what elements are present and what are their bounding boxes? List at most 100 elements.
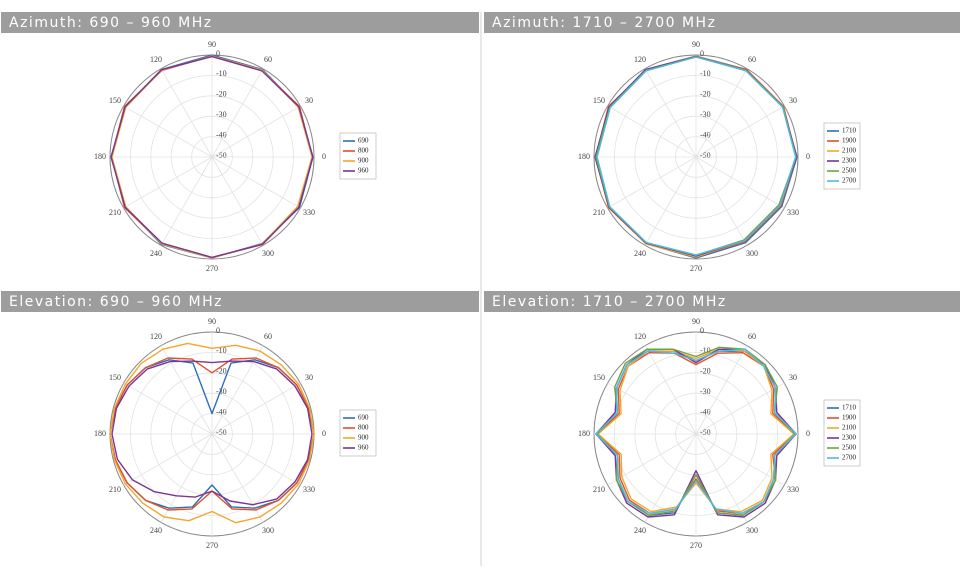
theta-tick-label: 210 [593, 208, 605, 217]
legend-label: 900 [358, 434, 369, 442]
theta-tick-label: 90 [208, 40, 216, 49]
legend-label: 960 [358, 444, 369, 452]
theta-tick-label: 330 [303, 485, 315, 494]
r-tick-label: 0 [216, 326, 220, 335]
theta-tick-label: 150 [109, 373, 121, 382]
theta-tick-label: 0 [806, 152, 810, 161]
theta-tick-label: 180 [578, 429, 590, 438]
pattern-line [595, 348, 797, 515]
grid-spoke [695, 156, 785, 209]
theta-tick-label: 150 [593, 373, 605, 382]
legend-label: 2700 [842, 177, 857, 185]
legend-label: 800 [358, 424, 369, 432]
grid-spoke [695, 156, 748, 246]
legend-label: 960 [358, 167, 369, 175]
legend-label: 1900 [842, 414, 857, 422]
r-tick-label: 0 [700, 326, 704, 335]
grid-spoke [695, 105, 785, 158]
theta-tick-label: 210 [593, 485, 605, 494]
grid-spoke [160, 156, 213, 246]
r-tick-label: -10 [700, 346, 711, 355]
pattern-line [596, 56, 797, 256]
theta-tick-label: 300 [262, 526, 274, 535]
theta-tick-label: 90 [208, 317, 216, 326]
theta-tick-label: 270 [206, 541, 218, 550]
grid-spoke [211, 156, 264, 246]
grid-spoke [607, 156, 697, 209]
grid-spoke [123, 156, 213, 209]
theta-tick-label: 180 [94, 429, 106, 438]
grid-spoke [644, 68, 697, 158]
theta-tick-label: 270 [690, 264, 702, 273]
grid-spoke [695, 68, 748, 158]
grid-spoke [160, 68, 213, 158]
theta-tick-label: 270 [690, 541, 702, 550]
theta-tick-label: 150 [593, 96, 605, 105]
theta-tick-label: 0 [322, 429, 326, 438]
r-tick-label: -20 [216, 367, 227, 376]
legend-label: 2500 [842, 167, 857, 175]
r-tick-label: -50 [700, 151, 711, 160]
theta-tick-label: 150 [109, 96, 121, 105]
r-tick-label: -30 [216, 387, 227, 396]
grid-spoke [695, 433, 785, 486]
r-tick-label: -40 [216, 407, 227, 416]
legend-label: 2300 [842, 434, 857, 442]
r-tick-label: -50 [700, 428, 711, 437]
r-tick-label: -10 [216, 346, 227, 355]
theta-tick-label: 60 [264, 55, 272, 64]
r-tick-label: -30 [700, 387, 711, 396]
theta-tick-label: 240 [150, 526, 162, 535]
theta-tick-label: 120 [634, 55, 646, 64]
theta-tick-label: 240 [634, 249, 646, 258]
theta-tick-label: 240 [634, 526, 646, 535]
theta-tick-label: 270 [206, 264, 218, 273]
pattern-line [111, 360, 313, 506]
legend-label: 2100 [842, 147, 857, 155]
theta-tick-label: 0 [806, 429, 810, 438]
theta-tick-label: 300 [262, 249, 274, 258]
theta-tick-label: 300 [746, 526, 758, 535]
panel-header [484, 12, 960, 33]
legend-label: 2500 [842, 444, 857, 452]
theta-tick-label: 330 [303, 208, 315, 217]
r-tick-label: -50 [216, 428, 227, 437]
r-tick-label: -50 [216, 151, 227, 160]
theta-tick-label: 30 [305, 373, 313, 382]
legend-box [823, 122, 861, 190]
legend-box [823, 399, 861, 467]
r-tick-label: -40 [700, 130, 711, 139]
theta-tick-label: 30 [789, 96, 797, 105]
grid-spoke [211, 382, 301, 435]
theta-tick-label: 120 [150, 332, 162, 341]
legend-label: 2700 [842, 454, 857, 462]
theta-tick-label: 60 [748, 332, 756, 341]
grid-spoke [211, 156, 301, 209]
theta-tick-label: 30 [305, 96, 313, 105]
theta-tick-label: 120 [634, 332, 646, 341]
r-tick-label: -20 [700, 90, 711, 99]
grid-spoke [211, 433, 301, 486]
theta-tick-label: 180 [94, 152, 106, 161]
theta-tick-label: 60 [264, 332, 272, 341]
legend-label: 2100 [842, 424, 857, 432]
grid-spoke [695, 433, 748, 523]
theta-tick-label: 210 [109, 208, 121, 217]
theta-tick-label: 120 [150, 55, 162, 64]
theta-tick-label: 180 [578, 152, 590, 161]
panel-title: Azimuth: 690 – 960 MHz [9, 15, 213, 31]
grid-spoke [123, 433, 213, 486]
grid-spoke [123, 382, 213, 435]
theta-tick-label: 240 [150, 249, 162, 258]
grid-spoke [211, 105, 301, 158]
theta-tick-label: 30 [789, 373, 797, 382]
panel-title: Elevation: 690 – 960 MHz [9, 294, 223, 310]
legend-label: 1900 [842, 137, 857, 145]
r-tick-label: 0 [216, 49, 220, 58]
grid-spoke [644, 433, 697, 523]
r-tick-label: -10 [700, 69, 711, 78]
legend-label: 900 [358, 157, 369, 165]
panel-header [1, 12, 479, 33]
panel-title: Azimuth: 1710 – 2700 MHz [492, 15, 716, 31]
